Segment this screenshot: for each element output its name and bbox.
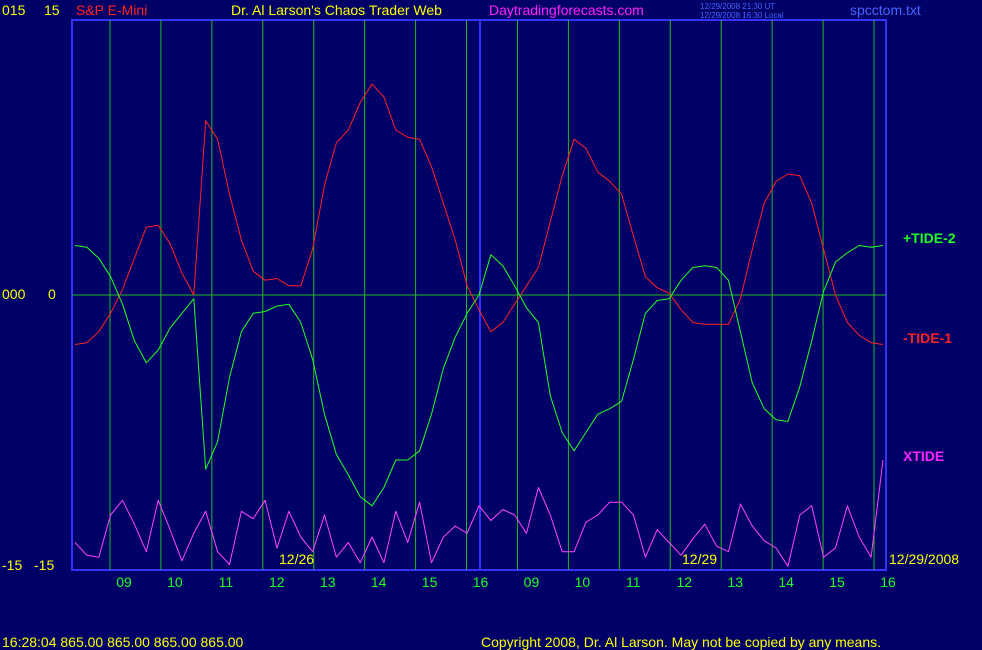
x-tick-label: 12 <box>269 574 285 590</box>
x-tick-label: 14 <box>371 574 387 590</box>
x-tick-label: 11 <box>219 574 234 590</box>
x-tick-label: 16 <box>880 574 896 590</box>
site-label: Daytradingforecasts.com <box>489 2 644 18</box>
x-tick-label: 15 <box>422 574 438 590</box>
series-tide-1 <box>74 83 884 345</box>
left-price-top: 015 <box>2 2 26 18</box>
x-tick-label: 14 <box>778 574 794 590</box>
quote-line: 16:28:04 865.00 865.00 865.00 865.00 <box>2 634 244 650</box>
left-price-mid: 000 <box>2 286 26 302</box>
copyright-line: Copyright 2008, Dr. Al Larson. May not b… <box>481 634 881 650</box>
date-label-3: 12/29/2008 <box>889 551 959 567</box>
legend-tide1: -TIDE-1 <box>903 330 952 346</box>
x-tick-label: 11 <box>626 574 641 590</box>
time-ut: 12/29/2008 21:30 UT <box>700 2 775 11</box>
time-local: 12/29/2008 16:30 Local <box>700 11 784 20</box>
instrument-label: S&P E-Mini <box>76 2 147 18</box>
x-tick-label: 13 <box>727 574 743 590</box>
x-tick-label: 09 <box>524 574 540 590</box>
x-tick-label: 16 <box>473 574 489 590</box>
series-xtide <box>74 459 884 567</box>
chart-title: Dr. Al Larson's Chaos Trader Web <box>231 2 442 18</box>
left-value-low: -15 <box>34 557 54 573</box>
series-lines <box>74 83 884 567</box>
x-tick-label: 09 <box>116 574 132 590</box>
x-tick-label: 13 <box>320 574 336 590</box>
filename-label: spcctom.txt <box>850 2 921 18</box>
legend-xtide: XTIDE <box>903 448 944 464</box>
legend-tide2: +TIDE-2 <box>903 230 956 246</box>
x-tick-label: 10 <box>575 574 591 590</box>
date-label-2: 12/29 <box>682 551 717 567</box>
left-value-top: 15 <box>44 2 60 18</box>
series-tide-2 <box>74 245 884 507</box>
x-tick-label: 10 <box>167 574 183 590</box>
x-tick-label: 12 <box>676 574 692 590</box>
date-label-1: 12/26 <box>279 551 314 567</box>
x-tick-label: 15 <box>829 574 845 590</box>
x-tick-labels: 09 10 11 12 13 14 15 16 09 10 11 12 13 14 15 16 <box>116 574 896 590</box>
left-value-mid: 0 <box>48 286 56 302</box>
left-price-low: -15 <box>2 557 22 573</box>
